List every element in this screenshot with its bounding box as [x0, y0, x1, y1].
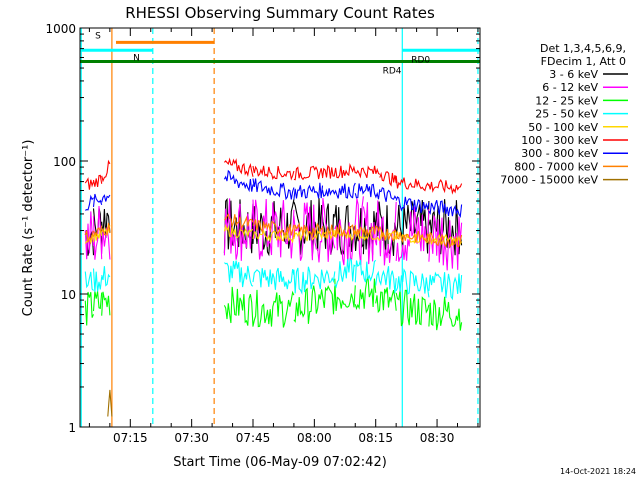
annotation-label-n: N — [133, 53, 140, 63]
y-axis-label: Count Rate (s⁻¹ detector⁻¹) — [21, 140, 36, 317]
x-tick-label-07-45: 07:45 — [236, 431, 271, 445]
footer-date: 14-Oct-2021 18:24 — [560, 467, 636, 476]
x-axis: 07:15 07:30 07:45 08:00 08:15 08:30 — [88, 28, 479, 445]
annotation-label-s: S — [95, 31, 101, 41]
annotation-label-rd0: RD0 — [411, 55, 430, 65]
series-line-300-800-kev — [85, 169, 463, 219]
legend-label-3-6-kev: 3 - 6 keV — [549, 68, 598, 81]
legend-label-7000-15000-kev: 7000 - 15000 keV — [500, 174, 598, 187]
x-tick-label-08-15: 08:15 — [358, 431, 393, 445]
legend-label-50-100-kev: 50 - 100 keV — [528, 121, 598, 134]
y-tick-label-10: 10 — [61, 288, 76, 302]
series-line-800-7000-kev — [84, 213, 463, 249]
x-tick-label-07-15: 07:15 — [113, 431, 148, 445]
legend-label-6-12-kev: 6 - 12 keV — [542, 81, 598, 94]
legend-label-100-300-kev: 100 - 300 keV — [521, 134, 598, 147]
y-tick-label-1000: 1000 — [45, 22, 76, 36]
legend-label-800-7000-kev: 800 - 7000 keV — [514, 160, 598, 173]
x-axis-label: Start Time (06-May-09 07:02:42) — [173, 455, 387, 470]
plot-area: S N RD4 RD0 — [80, 28, 480, 427]
series-line-25-50-kev — [84, 257, 463, 301]
x-tick-label-08-00: 08:00 — [297, 431, 332, 445]
x-tick-label-08-30: 08:30 — [420, 431, 455, 445]
series-line-100-300-kev — [84, 157, 463, 195]
x-tick-label-07-30: 07:30 — [174, 431, 209, 445]
legend-label-25-50-kev: 25 - 50 keV — [535, 108, 598, 121]
legend-label-12-25-kev: 12 - 25 keV — [535, 94, 598, 107]
legend: Det 1,3,4,5,6,9, FDecim 1, Att 0 3 - 6 k… — [500, 42, 628, 187]
legend-header-line-2: FDecim 1, Att 0 — [541, 55, 626, 68]
y-axis: 1 10 100 1000 — [45, 22, 480, 435]
y-tick-label-100: 100 — [53, 155, 76, 169]
series-line-7000-15000-kev — [107, 389, 113, 417]
plot-frame — [79, 27, 481, 428]
legend-label-300-800-kev: 300 - 800 keV — [521, 147, 598, 160]
annotation-label-rd4: RD4 — [383, 66, 402, 76]
chart-title: RHESSI Observing Summary Count Rates — [125, 4, 435, 22]
y-tick-label-1: 1 — [68, 421, 76, 435]
series-line-6-12-kev — [84, 196, 463, 271]
legend-header-line-1: Det 1,3,4,5,6,9, — [540, 42, 626, 55]
